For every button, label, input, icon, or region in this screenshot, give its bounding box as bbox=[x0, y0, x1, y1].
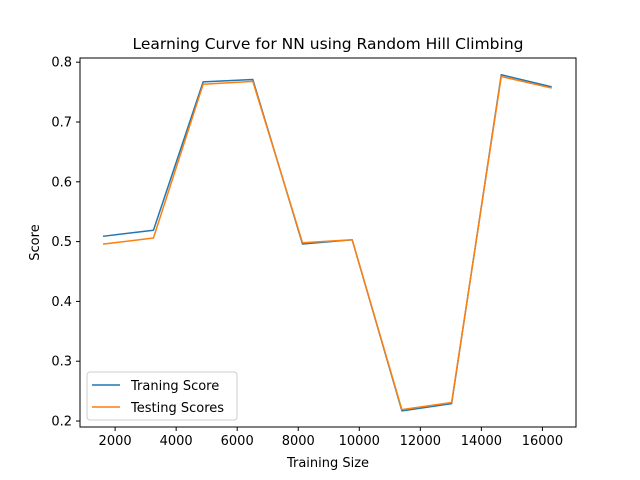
y-tick-label: 0.6 bbox=[51, 175, 72, 190]
x-tick-label: 6000 bbox=[221, 434, 254, 449]
legend: Traning Score Testing Scores bbox=[86, 371, 238, 421]
y-axis-ticks: 0.2 0.3 0.4 0.5 0.6 0.7 0.8 bbox=[51, 56, 80, 430]
x-tick-label: 16000 bbox=[522, 434, 563, 449]
y-tick-label: 0.5 bbox=[51, 235, 72, 250]
x-axis-label: Training Size bbox=[286, 456, 369, 471]
x-tick-label: 2000 bbox=[99, 434, 132, 449]
chart-title: Learning Curve for NN using Random Hill … bbox=[133, 35, 524, 53]
y-tick-label: 0.4 bbox=[51, 295, 72, 310]
series-layer bbox=[102, 74, 552, 412]
x-tick-label: 10000 bbox=[339, 434, 380, 449]
y-axis-label: Score bbox=[28, 224, 43, 260]
y-tick-label: 0.8 bbox=[51, 56, 72, 71]
legend-label-testing: Testing Scores bbox=[130, 401, 224, 416]
x-tick-label: 8000 bbox=[282, 434, 315, 449]
x-tick-label: 14000 bbox=[461, 434, 502, 449]
series-line-testing bbox=[102, 75, 552, 411]
x-tick-label: 12000 bbox=[400, 434, 441, 449]
legend-box bbox=[86, 371, 238, 421]
plot-area-frame bbox=[79, 57, 577, 428]
y-tick-label: 0.7 bbox=[51, 115, 72, 130]
legend-label-training: Traning Score bbox=[130, 379, 219, 394]
y-tick-label: 0.2 bbox=[51, 415, 72, 430]
x-axis-ticks: 2000 4000 6000 8000 10000 12000 14000 16000 bbox=[99, 427, 563, 449]
x-tick-label: 4000 bbox=[160, 434, 193, 449]
y-tick-label: 0.3 bbox=[51, 355, 72, 370]
